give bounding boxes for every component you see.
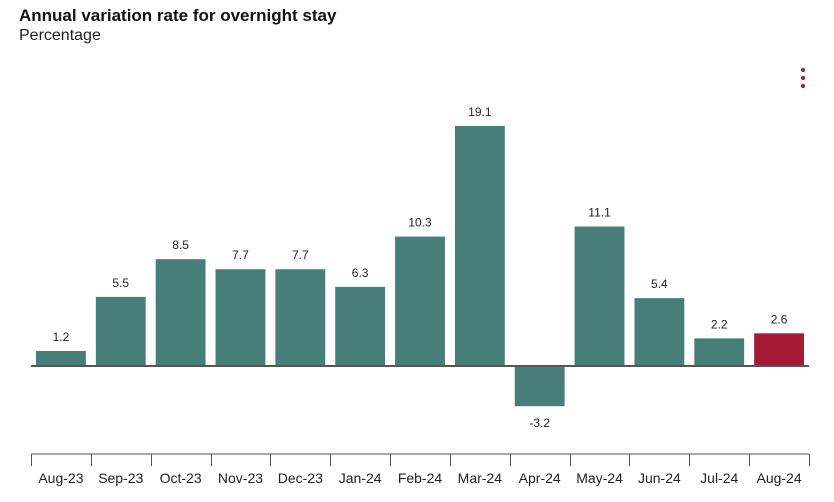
data-label-oct-23: 8.5 xyxy=(172,238,189,252)
x-tick-label-oct-23: Oct-23 xyxy=(160,470,202,486)
bar-apr-24 xyxy=(514,366,565,407)
bar-jul-24 xyxy=(694,338,745,366)
data-label-jul-24: 2.2 xyxy=(711,317,728,331)
data-label-feb-24: 10.3 xyxy=(408,216,432,230)
data-label-jan-24: 6.3 xyxy=(352,266,369,280)
x-tick-label-apr-24: Apr-24 xyxy=(519,470,561,486)
bar-aug-23 xyxy=(36,350,86,366)
data-label-nov-23: 7.7 xyxy=(232,248,249,262)
x-tick-label-nov-23: Nov-23 xyxy=(218,470,263,486)
x-tick-label-mar-24: Mar-24 xyxy=(458,470,503,486)
data-label-jun-24: 5.4 xyxy=(651,277,668,291)
bar-nov-23 xyxy=(215,269,266,366)
data-label-apr-24: -3.2 xyxy=(529,416,550,430)
x-tick-label-may-24: May-24 xyxy=(576,470,623,486)
bar-jan-24 xyxy=(335,286,386,366)
chart-subtitle: Percentage xyxy=(19,27,101,44)
bar-jun-24 xyxy=(634,298,685,366)
x-tick-label-jul-24: Jul-24 xyxy=(700,470,738,486)
x-tick-label-dec-23: Dec-23 xyxy=(278,470,323,486)
data-label-mar-24: 19.1 xyxy=(468,105,492,119)
x-tick-label-aug-24: Aug-24 xyxy=(756,470,801,486)
bar-may-24 xyxy=(574,226,625,366)
x-tick-label-jun-24: Jun-24 xyxy=(638,470,681,486)
data-label-aug-24: 2.6 xyxy=(771,312,788,326)
x-tick-label-aug-23: Aug-23 xyxy=(38,470,83,486)
chart-title: Annual variation rate for overnight stay xyxy=(19,6,337,25)
data-label-may-24: 11.1 xyxy=(588,206,611,220)
x-tick-label-sep-23: Sep-23 xyxy=(98,470,143,486)
data-label-aug-23: 1.2 xyxy=(53,330,70,344)
data-label-dec-23: 7.7 xyxy=(292,248,309,262)
bar-aug-24 xyxy=(754,333,804,366)
more-vertical-icon[interactable] xyxy=(799,68,807,88)
bar-feb-24 xyxy=(395,236,445,366)
x-tick-label-jan-24: Jan-24 xyxy=(339,470,382,486)
bar-sep-23 xyxy=(95,296,146,366)
bar-mar-24 xyxy=(454,126,505,366)
bar-dec-23 xyxy=(275,269,326,366)
data-label-sep-23: 5.5 xyxy=(112,276,129,290)
bar-oct-23 xyxy=(155,259,206,366)
x-tick-label-feb-24: Feb-24 xyxy=(398,470,443,486)
